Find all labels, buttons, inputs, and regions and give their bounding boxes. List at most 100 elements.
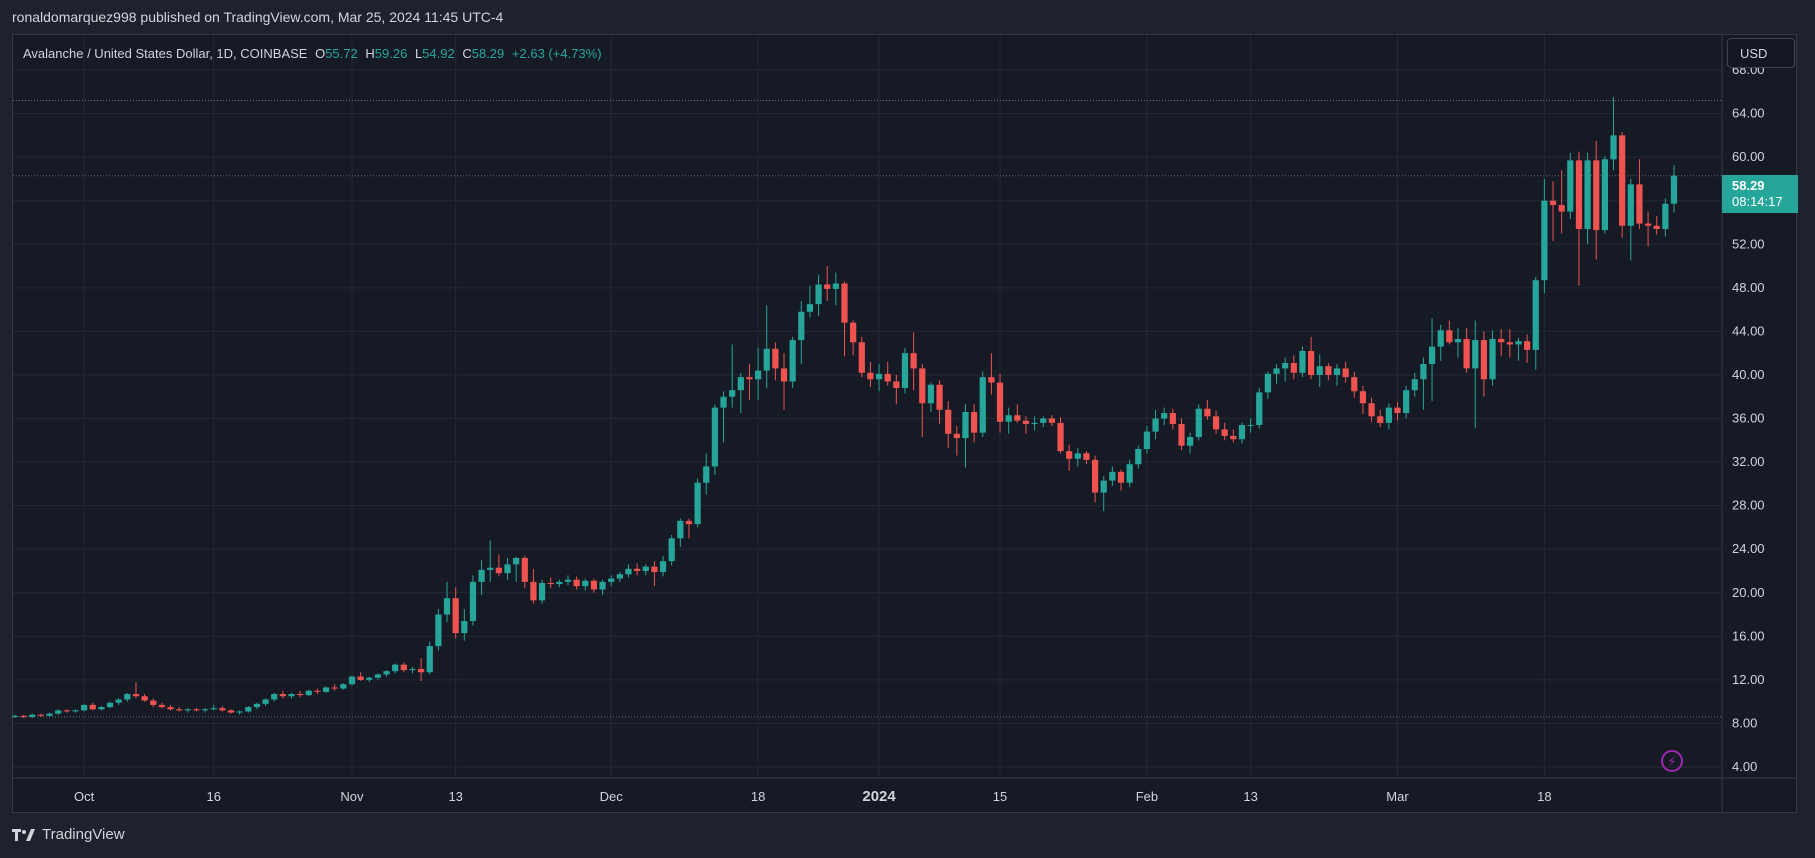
lightning-icon[interactable]: ⚡ — [1661, 750, 1683, 772]
candle-body — [184, 709, 191, 711]
y-tick-label: 8.00 — [1732, 715, 1757, 730]
candle-body — [478, 569, 485, 582]
x-tick-label: Feb — [1136, 789, 1158, 804]
last-price-value: 58.29 — [1732, 178, 1765, 193]
y-tick-label: 48.00 — [1732, 280, 1765, 295]
candle-body — [201, 709, 209, 711]
candle-body — [106, 702, 114, 708]
candle-body — [1532, 280, 1539, 350]
open-value: 55.72 — [325, 46, 358, 61]
candle-body — [1394, 407, 1401, 414]
candle-body — [495, 567, 502, 574]
candle-body — [1558, 205, 1565, 212]
candle-body — [1368, 403, 1375, 417]
candle-body — [720, 396, 727, 408]
candle-body — [806, 304, 814, 312]
candle-body — [582, 580, 589, 587]
candle-body — [1048, 418, 1055, 423]
x-tick-label: 13 — [448, 789, 462, 804]
candle-body — [98, 707, 105, 710]
candle-body — [608, 578, 615, 582]
candle-body — [1109, 471, 1116, 481]
y-tick-label: 16.00 — [1732, 628, 1765, 643]
candle-body — [1420, 364, 1427, 380]
candle-body — [1333, 368, 1341, 375]
candle-body — [297, 694, 304, 696]
candle-body — [1377, 416, 1384, 423]
candle-body — [875, 373, 883, 380]
candle-body — [366, 677, 373, 680]
y-tick-label: 32.00 — [1732, 454, 1765, 469]
candle-body — [417, 668, 425, 673]
candle-body — [1325, 366, 1332, 375]
candle-body — [780, 368, 788, 382]
candle-body — [219, 708, 226, 711]
candle-body — [642, 566, 649, 571]
candle-body — [487, 567, 494, 570]
candle-body — [1307, 350, 1315, 375]
candle-body — [1351, 377, 1358, 392]
candle-body — [1506, 342, 1513, 345]
candle-body — [72, 710, 79, 712]
bar-countdown: 08:14:17 — [1732, 194, 1783, 209]
candle-body — [1066, 451, 1073, 459]
currency-select-button[interactable]: USD — [1727, 38, 1795, 68]
candle-body — [1143, 431, 1151, 449]
candle-body — [1359, 391, 1367, 404]
candle-body — [599, 581, 606, 590]
candle-body — [322, 687, 330, 692]
chart-frame[interactable] — [12, 34, 1797, 813]
candle-body — [1040, 418, 1047, 423]
candle-body — [616, 574, 623, 579]
candle-body — [1100, 480, 1107, 493]
candle-body — [703, 466, 710, 483]
candle-body — [1498, 338, 1505, 343]
candle-body — [884, 373, 891, 382]
candle-body — [694, 482, 701, 525]
candle-body — [400, 664, 407, 671]
candle-body — [1515, 341, 1522, 345]
candle-body — [1282, 362, 1289, 369]
candle-body — [1204, 408, 1211, 417]
candle-body — [1463, 338, 1470, 369]
candle-body — [1195, 408, 1202, 438]
candle-body — [1152, 418, 1159, 432]
y-tick-label: 20.00 — [1732, 585, 1765, 600]
candle-body — [443, 598, 451, 615]
candle-body — [1187, 437, 1194, 446]
high-value: 59.26 — [374, 46, 408, 61]
candle-body — [651, 566, 658, 573]
candle-body — [1523, 341, 1531, 350]
candle-body — [547, 582, 554, 585]
candle-body — [279, 694, 286, 697]
y-tick-label: 60.00 — [1732, 149, 1765, 164]
x-tick-label: 18 — [751, 789, 765, 804]
y-tick-label: 64.00 — [1732, 106, 1765, 121]
candle-body — [1221, 429, 1228, 436]
candle-body — [1264, 373, 1272, 393]
candle-body — [685, 520, 693, 525]
candle-body — [1627, 184, 1634, 226]
candle-body — [763, 348, 770, 371]
candle-body — [737, 377, 744, 391]
candle-body — [469, 581, 477, 622]
footer-brand[interactable]: TradingView — [12, 826, 125, 843]
high-label: H — [365, 46, 375, 61]
candle-body — [1670, 175, 1678, 204]
x-tick-label: Nov — [340, 789, 364, 804]
candle-body — [668, 538, 675, 562]
candle-body — [1022, 420, 1030, 424]
candle-body — [893, 381, 900, 389]
y-tick-label: 52.00 — [1732, 236, 1765, 251]
x-tick-label: Dec — [600, 789, 624, 804]
tradingview-logo-icon — [12, 828, 35, 841]
candle-body — [564, 579, 572, 582]
x-tick-label: Mar — [1386, 789, 1409, 804]
candle-body — [150, 700, 157, 705]
candle-body — [236, 711, 243, 713]
price-lines — [13, 99, 1722, 718]
x-tick-label: 16 — [207, 789, 221, 804]
candle-body — [521, 557, 528, 582]
candle-body — [115, 699, 122, 703]
